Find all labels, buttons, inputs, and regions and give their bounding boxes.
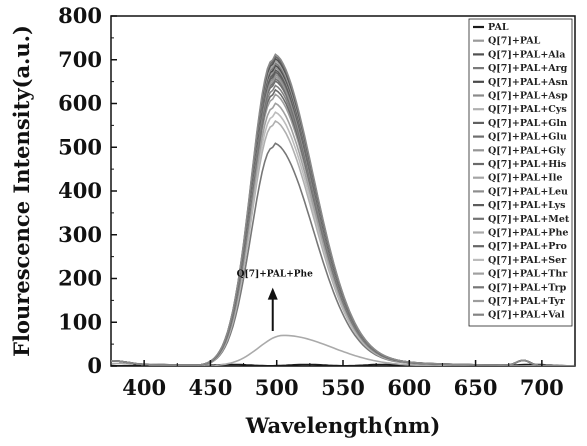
y-tick-label: 200 [58,266,102,291]
y-axis-title: Flourescence Intensity(a.u.) [9,25,34,357]
legend-label: Q[7]+PAL+Ser [488,255,567,266]
x-axis-title: Wavelength(nm) [245,413,441,438]
legend-label: Q[7]+PAL+Glu [488,132,567,143]
x-tick-label: 650 [454,375,498,400]
annotation: Q[7]+PAL+Phe [237,270,313,331]
series-line [111,53,575,366]
y-tick-label: 0 [87,353,102,378]
legend-label: Q[7]+PAL+Gly [488,145,566,156]
x-tick-label: 400 [122,375,166,400]
axes: 400 450 500 550 600 650 700 0 100 200 300 400 500 600… [58,3,576,400]
legend-label: Q[7]+PAL+Lys [488,200,566,211]
x-tick-label: 600 [387,375,431,400]
legend-label: Q[7]+PAL [488,36,541,47]
legend-label: Q[7]+PAL+Met [488,214,570,225]
annotation-label: Q[7]+PAL+Phe [237,270,313,280]
legend-label: Q[7]+PAL+Ala [488,49,565,60]
annotation-arrow-head [267,287,278,300]
legend-label: Q[7]+PAL+Tyr [488,296,566,307]
y-tick-label: 100 [58,309,102,334]
legend-label: Q[7]+PAL+Cys [488,104,567,115]
legend-label: Q[7]+PAL+Trp [488,282,567,293]
x-tick-label: 500 [255,375,299,400]
legend-label: Q[7]+PAL+Gln [488,118,567,129]
legend-label: Q[7]+PAL+Asp [488,91,568,102]
series-layer [111,53,575,366]
legend: PAL Q[7]+PAL Q[7]+PAL+Ala Q[7]+PAL+Arg Q[7]+… [468,18,573,327]
legend-label: Q[7]+PAL+Phe [488,228,568,239]
x-tick-label: 550 [321,375,365,400]
y-tick-label: 400 [58,178,102,203]
legend-label: PAL [488,22,509,33]
legend-label: Q[7]+PAL+Val [488,310,565,321]
y-tick-label: 600 [58,91,102,116]
legend-label: Q[7]+PAL+Pro [488,241,567,252]
legend-label: Q[7]+PAL+Leu [488,186,568,197]
legend-label: Q[7]+PAL+Thr [488,269,568,280]
y-tick-label: 500 [58,134,102,159]
x-tick-label: 700 [520,375,564,400]
legend-label: Q[7]+PAL+Ile [488,173,562,184]
x-tick-label: 450 [189,375,233,400]
y-tick-label: 800 [58,3,102,28]
y-tick-label: 300 [58,222,102,247]
legend-label: Q[7]+PAL+Arg [488,63,568,74]
legend-label: Q[7]+PAL+Asn [488,77,568,88]
legend-box [468,18,573,327]
y-tick-label: 700 [58,47,102,72]
legend-label: Q[7]+PAL+His [488,159,566,170]
